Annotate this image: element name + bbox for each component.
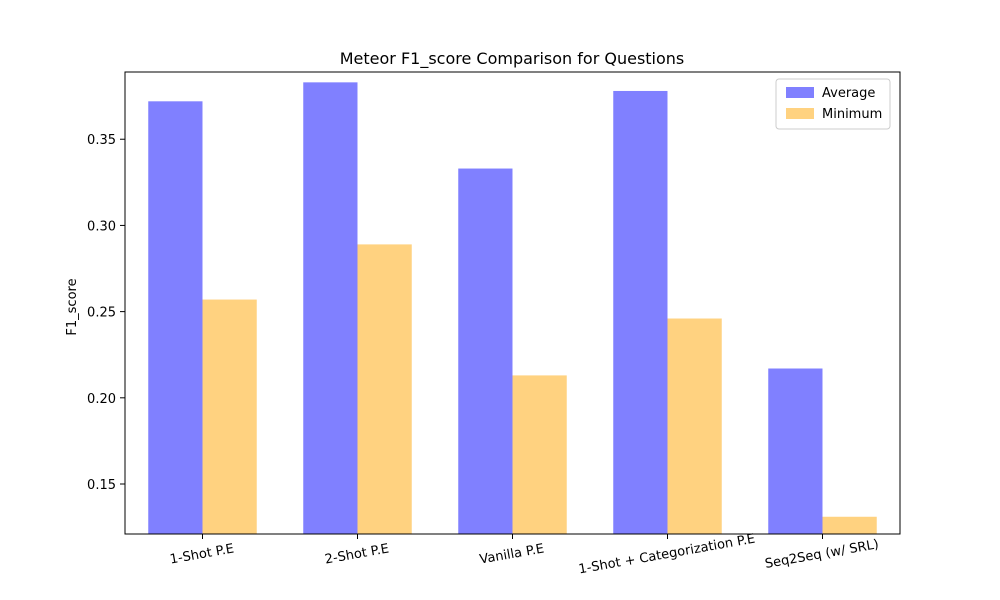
y-tick-label: 0.25 — [87, 306, 116, 321]
legend-swatch-minimum — [786, 108, 814, 119]
x-tick-label: Vanilla P.E — [478, 542, 545, 568]
y-axis-ticks: 0.15 0.20 0.25 0.30 0.35 — [87, 133, 125, 493]
x-axis-ticks: 1-Shot P.E 2-Shot P.E Vanilla P.E 1-Shot + … — [169, 532, 880, 578]
bar-average-4 — [768, 368, 823, 534]
legend-swatch-average — [786, 87, 814, 98]
x-tick-label: Seq2Seq (w/ SRL) — [764, 537, 880, 572]
bar-average-1 — [303, 82, 358, 534]
bar-minimum-1 — [357, 244, 412, 534]
bar-minimum-2 — [512, 375, 567, 534]
x-tick-label: 1-Shot + Categorization P.E — [577, 532, 756, 578]
x-tick-label: 1-Shot P.E — [169, 542, 235, 568]
x-tick-label: 2-Shot P.E — [324, 542, 390, 568]
chart-title: Meteor F1_score Comparison for Questions — [340, 49, 685, 69]
bar-average-3 — [613, 90, 668, 535]
bar-minimum-0 — [202, 299, 257, 534]
y-axis-label: F1_score — [65, 278, 80, 335]
bar-average-2 — [458, 168, 513, 535]
y-tick-label: 0.30 — [87, 219, 116, 234]
plot-area-frame — [124, 71, 901, 535]
bars-group — [148, 82, 877, 535]
y-tick-label: 0.15 — [87, 478, 116, 493]
legend-label-average: Average — [822, 86, 875, 101]
y-tick-label: 0.35 — [87, 133, 116, 148]
y-tick-label: 0.20 — [87, 392, 116, 407]
legend-label-minimum: Minimum — [822, 107, 882, 122]
bar-minimum-3 — [667, 318, 722, 534]
bar-minimum-4 — [822, 516, 877, 534]
bar-average-0 — [148, 101, 203, 534]
legend: Average Minimum — [775, 78, 891, 130]
